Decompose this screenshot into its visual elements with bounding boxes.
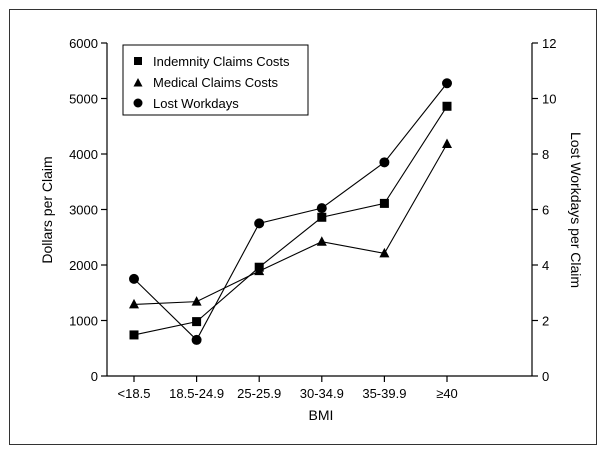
legend-label-lost-workdays: Lost Workdays <box>153 96 239 111</box>
data-point-circle <box>191 334 202 345</box>
data-point-circle <box>254 218 265 229</box>
x-tick-label: 25-25.9 <box>237 386 281 401</box>
data-point-square <box>192 317 202 327</box>
series-line-triangle <box>133 143 448 305</box>
left-y-tick-label: 5000 <box>69 92 98 107</box>
left-y-tick-label: 1000 <box>69 314 98 329</box>
data-point-square <box>379 198 389 208</box>
legend-triangle-marker <box>133 78 143 87</box>
data-point-triangle <box>379 247 390 258</box>
right-y-tick-label: 2 <box>542 314 549 329</box>
left-y-tick-label: 4000 <box>69 147 98 162</box>
legend: Indemnity Claims Costs Medical Claims Co… <box>122 44 309 116</box>
x-tick-label: 30-34.9 <box>300 386 344 401</box>
data-point-square <box>129 330 139 340</box>
x-tick-label: 18.5-24.9 <box>169 386 224 401</box>
x-ticks: <18.5 18.5-24.9 25-25.9 30-34.9 35-39.9 ≥40 <box>118 376 458 401</box>
right-y-tick-label: 6 <box>542 203 549 218</box>
left-y-axis-label: Dollars per Claim <box>39 156 55 263</box>
data-point-triangle <box>191 296 202 306</box>
data-point-square <box>442 101 452 111</box>
data-point-triangle <box>129 298 139 309</box>
right-y-tick-label: 8 <box>542 147 549 162</box>
right-y-tick-label: 0 <box>542 369 549 384</box>
data-point-triangle <box>442 138 452 149</box>
right-y-ticks: 0 2 4 6 8 10 12 <box>532 36 556 384</box>
left-y-ticks: 0 1000 2000 3000 4000 5000 6000 <box>69 36 107 384</box>
right-y-tick-label: 12 <box>542 36 556 51</box>
x-axis-label: BMI <box>309 407 334 423</box>
legend-box <box>122 44 309 116</box>
data-point-triangle <box>254 265 265 276</box>
legend-circle-marker <box>133 98 143 108</box>
left-y-tick-label: 3000 <box>69 203 98 218</box>
right-y-tick-label: 10 <box>542 92 556 107</box>
data-point-square <box>317 212 327 222</box>
legend-square-marker <box>134 57 142 65</box>
data-point-triangle <box>316 236 327 246</box>
data-point-circle <box>316 203 327 214</box>
x-tick-label: ≥40 <box>436 386 458 401</box>
data-point-circle <box>129 273 139 284</box>
right-y-tick-label: 4 <box>542 258 549 273</box>
legend-label-indemnity: Indemnity Claims Costs <box>153 54 290 69</box>
left-y-tick-label: 2000 <box>69 258 98 273</box>
series-layer <box>129 78 452 345</box>
data-point-circle <box>442 78 452 89</box>
series-line-square <box>133 105 448 336</box>
right-y-axis-label: Lost Workdays per Claim <box>568 132 584 288</box>
x-tick-label: 35-39.9 <box>362 386 406 401</box>
series-line-circle <box>133 82 448 341</box>
legend-label-medical: Medical Claims Costs <box>153 75 278 90</box>
x-tick-label: <18.5 <box>118 386 151 401</box>
left-y-tick-label: 6000 <box>69 36 98 51</box>
left-y-tick-label: 0 <box>91 369 98 384</box>
data-point-circle <box>379 157 390 168</box>
